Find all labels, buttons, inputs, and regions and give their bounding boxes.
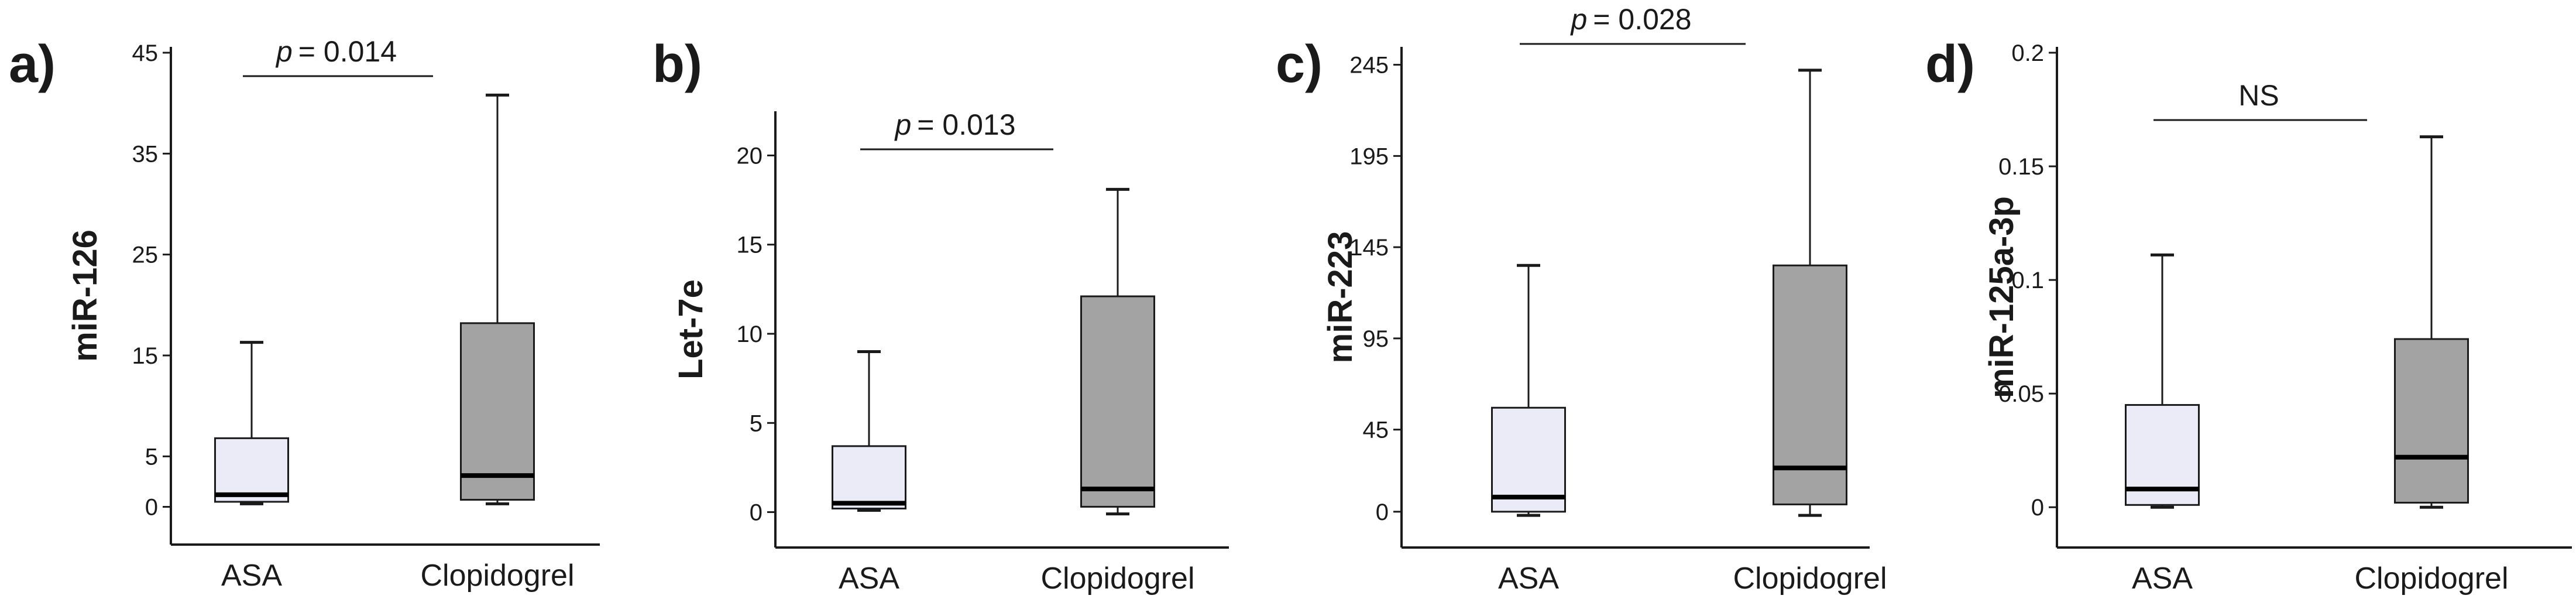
y-tick-label: 10 — [737, 321, 763, 347]
p-symbol: p — [894, 108, 911, 141]
x-tick-label: ASA — [2132, 562, 2193, 596]
iqr-box — [460, 322, 535, 501]
iqr-box — [832, 445, 906, 509]
significance-label: p = 0.028 — [1569, 3, 1691, 36]
y-tick-label: 45 — [132, 40, 159, 66]
y-tick-label: 0 — [2031, 495, 2044, 521]
panel-3: c) miR-223 0 45 95 145 195 245 ASA Clopidogrel p = … — [1276, 3, 1887, 596]
y-tick-label: 20 — [737, 143, 763, 169]
x-tick-label: ASA — [1498, 562, 1559, 596]
box-clopidogrel — [2394, 135, 2469, 509]
panel-4: d) miR-125a-3p 0 0.05 0.1 0.15 0.2 ASA Clopidogr… — [1925, 35, 2572, 596]
y-tick-label: 5 — [145, 444, 158, 470]
y-tick-label: 0.05 — [1998, 381, 2044, 407]
y-tick-label: 95 — [1363, 326, 1389, 352]
x-tick-label: Clopidogrel — [420, 559, 574, 593]
panel-label: c) — [1276, 35, 1323, 94]
y-tick-label: 0.2 — [2011, 40, 2044, 66]
y-tick-label: 35 — [132, 141, 159, 167]
x-tick-label: Clopidogrel — [1733, 562, 1887, 596]
panel-2: b) Let-7e 0 5 10 15 20 ASA Clopidogrel p = 0.013 — [652, 35, 1229, 596]
p-symbol: p — [275, 35, 293, 68]
panel-label: b) — [652, 35, 702, 94]
significance-label: p = 0.014 — [275, 35, 397, 68]
significance-label: NS — [2238, 79, 2279, 112]
y-tick-label: 0.15 — [1998, 154, 2044, 180]
y-tick-label: 195 — [1349, 143, 1389, 169]
y-tick-label: 5 — [750, 410, 763, 436]
p-symbol: p — [1569, 3, 1587, 36]
box-asa — [2125, 253, 2200, 509]
box-clopidogrel — [1080, 187, 1155, 516]
p-value: = 0.028 — [1593, 3, 1691, 36]
box-asa — [832, 350, 906, 512]
p-value: = 0.014 — [298, 35, 397, 68]
x-tick-label: Clopidogrel — [2354, 562, 2508, 596]
box-asa — [214, 341, 289, 505]
y-tick-label: 15 — [132, 343, 159, 369]
y-tick-label: 245 — [1349, 53, 1389, 78]
y-tick-label: 45 — [1363, 418, 1389, 443]
y-axis-label: Let-7e — [672, 279, 710, 379]
panel-1: a) miR-126 0 5 15 25 35 45 ASA Clopidogrel p = 0.01… — [9, 35, 600, 593]
y-tick-label: 15 — [737, 232, 763, 258]
p-value: = 0.013 — [917, 108, 1015, 141]
y-axis-label: miR-126 — [66, 230, 104, 362]
iqr-box — [1080, 295, 1155, 508]
x-tick-label: Clopidogrel — [1040, 562, 1194, 596]
box-clopidogrel — [460, 93, 535, 505]
x-tick-label: ASA — [839, 562, 899, 596]
iqr-box — [1773, 264, 1847, 505]
panel-label: a) — [9, 35, 56, 94]
y-tick-label: 25 — [132, 242, 159, 268]
y-axis-label: miR-125a-3p — [1983, 196, 2021, 398]
y-tick-label: 0 — [750, 500, 763, 526]
iqr-box — [2394, 338, 2469, 504]
y-tick-label: 145 — [1349, 235, 1389, 261]
box-clopidogrel — [1773, 69, 1847, 517]
panel-label: d) — [1925, 35, 1975, 94]
box-asa — [1491, 264, 1566, 517]
significance-label: p = 0.013 — [894, 108, 1015, 141]
y-axis-label: miR-223 — [1321, 231, 1359, 364]
y-tick-label: 0.1 — [2011, 268, 2044, 293]
iqr-box — [1491, 406, 1566, 513]
x-tick-label: ASA — [221, 559, 282, 593]
y-tick-label: 0 — [145, 495, 158, 521]
iqr-box — [214, 437, 289, 503]
y-tick-label: 0 — [1376, 499, 1389, 525]
